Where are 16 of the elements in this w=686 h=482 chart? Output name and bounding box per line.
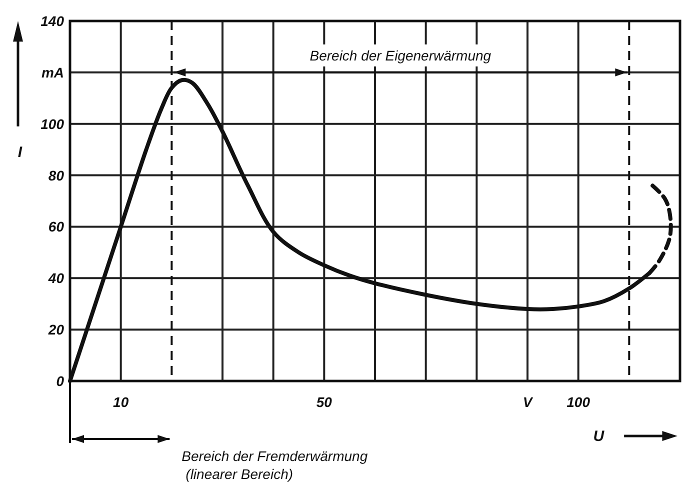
x-axis-title: U <box>593 428 606 445</box>
y-tick-label: 40 <box>47 270 64 286</box>
annotation: Bereich der Eigenerwärmung <box>310 47 492 64</box>
y-tick-label: mA <box>41 64 64 80</box>
x-tick-label: V <box>522 394 534 410</box>
y-tick-label: 100 <box>40 116 64 132</box>
x-tick-label: 100 <box>566 394 590 410</box>
x-tick-label: 10 <box>113 394 129 410</box>
y-tick-label: 60 <box>48 218 64 235</box>
x-tick-label: 50 <box>316 394 332 410</box>
y-axis-title: I <box>18 144 23 162</box>
y-tick-label: 0 <box>56 373 64 389</box>
y-tick-label: 20 <box>47 322 64 338</box>
y-tick-label: 140 <box>40 13 64 29</box>
text: Bereich der Fremderwärmung (linearer Bereich) <box>182 448 368 482</box>
y-tick-label: 80 <box>48 167 64 184</box>
